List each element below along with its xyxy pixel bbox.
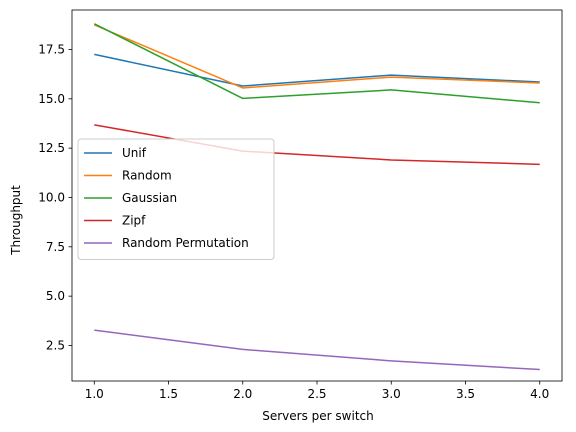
legend-frame [77,138,275,260]
y-tick-label: 12.5 [38,141,65,155]
legend-label: Gaussian [122,191,177,205]
series-line-random [93,24,540,89]
y-tick-label: 5.0 [46,289,65,303]
x-tick-label: 3.5 [456,387,475,401]
legend-label: Zipf [122,214,146,228]
x-tick-label: 1.0 [85,387,104,401]
series-line-random-permutation [94,329,540,371]
series-line-zipf [94,124,540,166]
x-tick-label: 1.5 [159,387,178,401]
series-line-gaussian [93,23,540,104]
plot-area: 1.0 1.5 2.0 2.5 3.0 3.5 4.0 2.5 5.0 7.5 10.0 12.5 15… [38,9,563,401]
legend-label: Random Permutation [122,236,249,250]
legend-label: Random [122,169,172,183]
series-line-unif [94,53,540,87]
y-tick-label: 15.0 [38,92,65,106]
x-tick-label: 3.0 [382,387,401,401]
x-tick-label: 2.0 [233,387,252,401]
legend-item: Random Permutation [84,236,249,250]
x-axis-label: Servers per switch [262,409,373,423]
y-tick-label: 17.5 [38,42,65,56]
y-axis-label: Throughput [9,185,23,256]
legend-item: Zipf [84,214,146,228]
legend-item: Gaussian [84,191,177,205]
legend: Unif Random Gaussian Zipf Random Permutation [77,138,275,260]
legend-item: Unif [84,146,147,160]
y-tick-label: 7.5 [46,240,65,254]
legend-label: Unif [122,146,147,160]
y-tick-label: 10.0 [38,190,65,204]
x-tick-label: 2.5 [307,387,326,401]
x-tick-label: 4.0 [530,387,549,401]
y-tick-label: 2.5 [46,338,65,352]
legend-item: Random [84,169,172,183]
